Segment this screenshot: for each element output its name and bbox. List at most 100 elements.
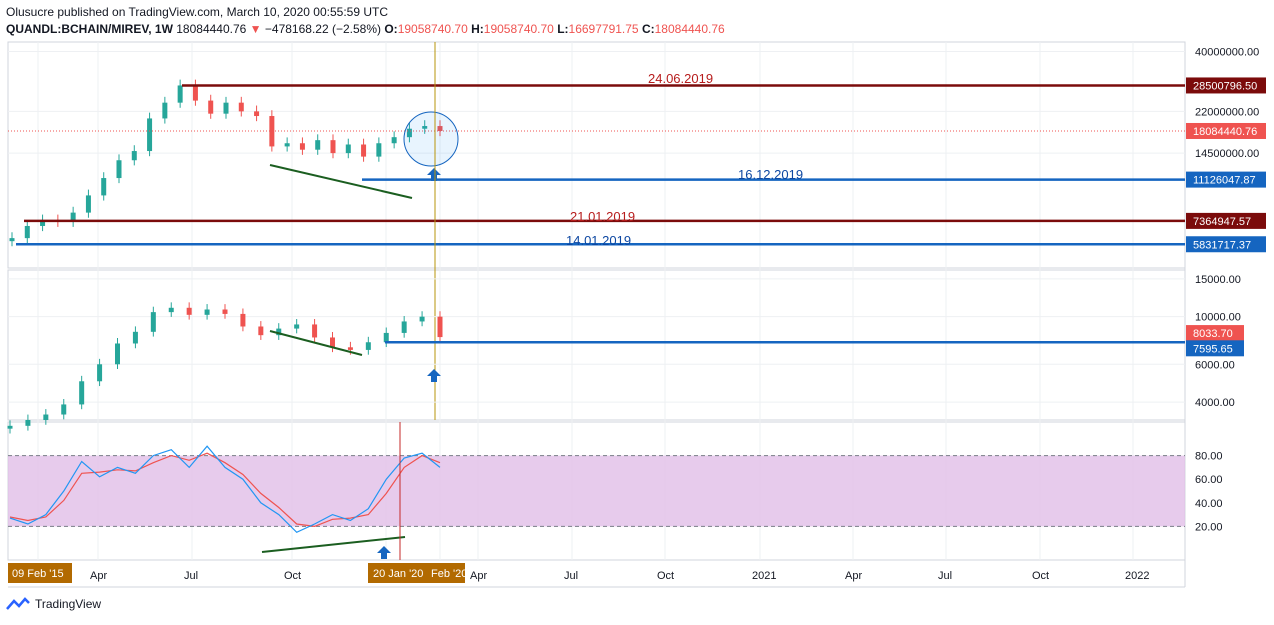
pane1-candle-body: [330, 140, 336, 154]
time-tick-label: Feb '20: [431, 568, 467, 580]
ohlc-line: QUANDL:BCHAIN/MIREV, 1W 18084440.76 ▼ −4…: [6, 21, 725, 38]
time-tick-label: 2021: [752, 570, 776, 582]
stoch-band: [8, 455, 1185, 527]
pane1-candle-body: [101, 178, 107, 196]
pane1-candle-body: [299, 143, 305, 150]
divergence-trendline-2: [269, 330, 363, 356]
time-tick-label: 09 Feb '15: [12, 568, 64, 580]
time-tick-label: 2022: [1125, 570, 1149, 582]
annotation-14-01-2019: 14.01.2019: [566, 233, 631, 248]
y-tick-label: 40000000.00: [1195, 47, 1259, 59]
pane2-candle-body: [312, 324, 318, 338]
pane2-candle-body: [61, 404, 67, 415]
pane2-candle-body: [186, 307, 192, 315]
price-label: 5831717.37: [1193, 239, 1251, 251]
pane2-candle-body: [43, 414, 49, 420]
pane1-candle-body: [406, 128, 412, 138]
y-tick-label: 80.00: [1195, 451, 1223, 463]
pane2-candle-body: [258, 326, 264, 336]
pane1-candle-body: [192, 85, 198, 101]
y-tick-label: 14500000.00: [1195, 148, 1259, 160]
pane2-candle-body: [330, 337, 335, 348]
pane2-candle-body: [347, 347, 353, 350]
pane1-candle-body: [391, 137, 397, 144]
pane-frame-2: [7, 269, 1186, 421]
pane2-candle-body: [294, 324, 300, 329]
pane1-candle-body: [269, 116, 275, 147]
last-price: 18084440.76: [176, 22, 247, 36]
y-tick-label: 22000000.00: [1195, 106, 1259, 118]
tradingview-brand: TradingView: [35, 597, 102, 611]
pane2-candle-body: [437, 316, 443, 338]
annotation-16-12-2019: 16.12.2019: [738, 167, 803, 182]
tradingview-logo-icon: [6, 597, 30, 610]
pane1-candle-body: [376, 143, 382, 157]
price-label: 7595.65: [1193, 343, 1233, 355]
pane1-candle-body: [238, 102, 244, 112]
time-tick-label: 20 Jan '20: [373, 568, 423, 580]
y-tick-label: 6000.00: [1195, 359, 1235, 371]
pane2-candle-body: [7, 425, 13, 429]
time-tick-label: Apr: [470, 570, 487, 582]
pane1-candle-body: [147, 118, 153, 152]
open-value: 19058740.70: [397, 22, 468, 36]
close-value: 18084440.76: [654, 22, 725, 36]
up-arrow-icon-2: [427, 369, 441, 382]
price-change: −478168.22 (−2.58%): [264, 22, 381, 36]
pane1-candle-body: [24, 225, 30, 239]
price-label-box: [1186, 340, 1244, 357]
pane1-candle-body: [40, 220, 46, 226]
pane2-candle-body: [97, 364, 103, 382]
time-label-box: [8, 563, 72, 583]
time-tick-label: Jul: [938, 570, 952, 582]
annotation-24-06-2019: 24.06.2019: [648, 71, 713, 86]
pane1-candle-body: [315, 140, 321, 150]
price-label-box: [1186, 236, 1266, 253]
price-label: 28500796.50: [1193, 80, 1257, 92]
stoch-k-line: [9, 445, 441, 534]
price-label: 7364947.57: [1193, 216, 1251, 228]
pane2-candle-body: [419, 316, 425, 322]
chart-header: Olusucre published on TradingView.com, M…: [6, 4, 725, 38]
pane1-candle-body: [131, 151, 137, 161]
up-arrow-icon: [427, 168, 441, 181]
pane1-candle-body: [85, 195, 91, 213]
pane2-candle-body: [401, 321, 407, 333]
pane1-candle-body: [437, 126, 443, 132]
y-tick-label: 4000.00: [1195, 397, 1235, 409]
price-label: 18084440.76: [1193, 126, 1257, 138]
time-tick-label: Oct: [1032, 570, 1049, 582]
time-tick-label: Oct: [657, 570, 674, 582]
time-label-box: [368, 563, 465, 583]
time-tick-label: Oct: [284, 570, 301, 582]
pane1-candle-body: [254, 111, 260, 117]
y-tick-label: 20.00: [1195, 521, 1223, 533]
pane1-candle-body: [177, 85, 183, 103]
close-label: C:: [641, 22, 655, 36]
pane2-candle-body: [168, 307, 174, 313]
pane2-candle-body: [79, 381, 85, 405]
divergence-trendline-3: [261, 536, 406, 553]
pane2-candle-body: [132, 331, 138, 344]
time-tick-label: Jul: [564, 570, 578, 582]
time-tick-label: Apr: [90, 570, 107, 582]
pane1-candle-body: [162, 102, 168, 119]
pane2-candle-body: [115, 343, 120, 365]
low-label: L:: [557, 22, 569, 36]
tradingview-logo[interactable]: TradingView: [6, 597, 101, 611]
pane2-candle-body: [204, 309, 210, 315]
annotation-21-01-2019: 21.01.2019: [570, 209, 635, 224]
price-label: 8033.70: [1193, 328, 1233, 340]
pane2-candle-body: [25, 420, 31, 426]
up-arrow-icon-3: [377, 546, 391, 559]
pane2-candle-body: [383, 332, 389, 343]
pane2-candle-body: [240, 313, 246, 327]
y-tick-label: 40.00: [1195, 498, 1223, 510]
publisher-line: Olusucre published on TradingView.com, M…: [6, 5, 388, 19]
price-label-box: [1186, 325, 1244, 342]
y-tick-label: 60.00: [1195, 474, 1223, 486]
open-label: O:: [384, 22, 398, 36]
pane1-candle-body: [70, 212, 76, 222]
pane1-candle-body: [345, 144, 351, 154]
